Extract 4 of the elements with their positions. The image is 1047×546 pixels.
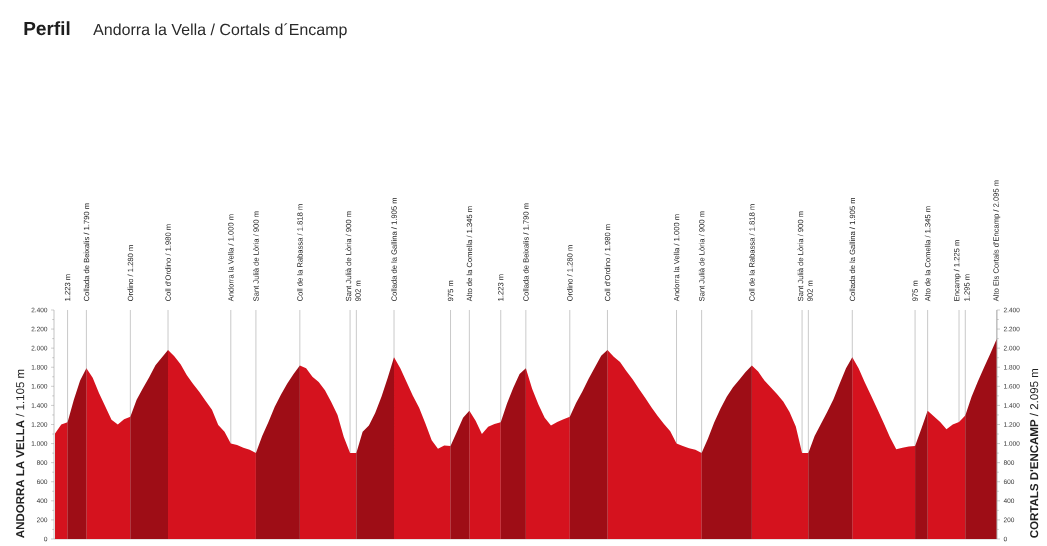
chart-subtitle: Andorra la Vella / Cortals d´Encamp <box>93 23 347 39</box>
chart-title: Perfil <box>24 21 70 36</box>
y2-axis-title: CORTALS D'ENCAMP / 2.095 m <box>1029 369 1039 538</box>
y-axis-title: ANDORRA LA VELLA / 1.105 m <box>15 369 25 538</box>
